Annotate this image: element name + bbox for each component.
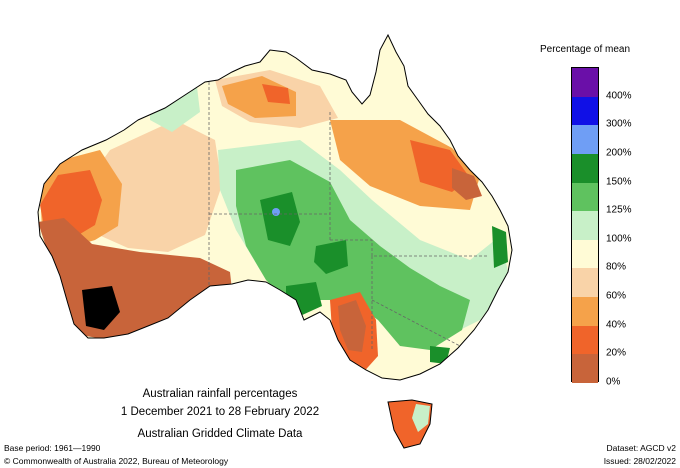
- map-title: Australian rainfall percentages: [142, 388, 298, 400]
- nsw-vic-border: [371, 299, 461, 347]
- legend-label: 60%: [606, 290, 627, 302]
- zone-spot-300-400: [272, 208, 280, 216]
- sa-qld-nsw-border: [330, 239, 488, 257]
- map-period: 1 December 2021 to 28 February 2022: [120, 406, 320, 418]
- legend-swatch: [572, 125, 598, 154]
- zone-interior-200-300: [260, 192, 300, 246]
- zone-coast-200-300: [492, 226, 508, 268]
- mainland-coastline: [37, 33, 513, 381]
- legend-swatch: [572, 68, 598, 97]
- legend-label: 400%: [606, 90, 632, 102]
- legend-swatch: [572, 325, 598, 355]
- zone-southwest-0-20: [82, 286, 120, 330]
- zone-vic-200-300: [430, 346, 450, 364]
- legend-label: 20%: [606, 347, 627, 359]
- zone-east-coast-20-40: [452, 168, 482, 200]
- issued-date: Issued: 28/02/2022: [603, 456, 676, 466]
- legend-swatch: [572, 239, 598, 269]
- legend-label: 80%: [606, 261, 627, 273]
- legend-label: 0%: [606, 376, 621, 388]
- legend-label: 40%: [606, 319, 627, 331]
- legend-swatch: [572, 153, 598, 183]
- legend-label: 125%: [606, 204, 632, 216]
- legend-label: 150%: [606, 176, 632, 188]
- zone-southeast-20-40: [338, 300, 366, 352]
- zone-north-40-60: [262, 84, 290, 104]
- map-dataset-name: Australian Gridded Climate Data: [137, 428, 303, 440]
- legend-label: 200%: [606, 147, 632, 159]
- legend-swatch: [572, 268, 598, 298]
- legend-swatch: [572, 182, 598, 212]
- legend-swatch: [572, 354, 598, 383]
- legend-label: 100%: [606, 233, 632, 245]
- base-period: Base period: 1961—1990: [4, 443, 101, 453]
- legend-swatch: [572, 96, 598, 126]
- mainland-rainfall-zones: [38, 35, 512, 380]
- tasmania-east-125-150: [412, 404, 430, 432]
- legend-label: 300%: [606, 118, 632, 130]
- legend-swatch: [572, 211, 598, 240]
- state-borders: [208, 82, 488, 350]
- copyright: © Commonwealth of Australia 2022, Bureau…: [4, 456, 229, 466]
- tasmania: [387, 399, 433, 449]
- legend-title: Percentage of mean: [540, 44, 631, 55]
- legend-swatch: [572, 297, 598, 326]
- dataset-label: Dataset: AGCD v2: [606, 443, 676, 453]
- zone-lake-eyre-200-300: [314, 240, 348, 274]
- legend-colorbar: [571, 67, 599, 383]
